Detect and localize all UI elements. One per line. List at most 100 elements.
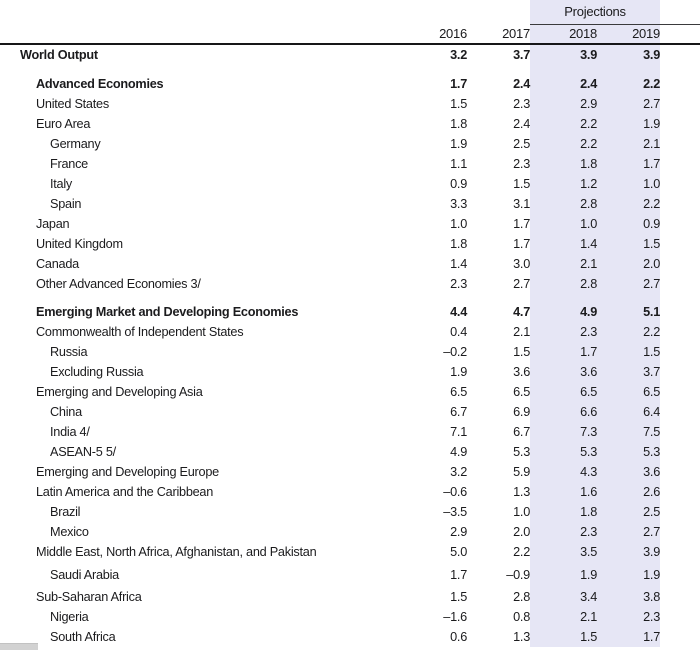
value-2017: 4.7 <box>513 305 530 319</box>
table-row: ASEAN-5 5/ 4.9 5.3 5.3 5.3 <box>0 442 700 462</box>
value-2016: 4.4 <box>450 305 467 319</box>
value-2018: 1.7 <box>530 342 597 362</box>
value-2019: 5.3 <box>597 442 660 462</box>
value-2018: 5.3 <box>530 442 597 462</box>
row-label: Commonwealth of Independent States <box>36 325 244 339</box>
row-label: Emerging and Developing Europe <box>36 465 219 479</box>
projections-label: Projections <box>530 0 660 25</box>
years-header-row: 2016 2017 2018 2019 <box>0 24 700 45</box>
row-filler-cell <box>660 542 700 562</box>
row-label: Brazil <box>50 505 81 519</box>
value-2018: 1.5 <box>530 627 597 647</box>
row-label: Spain <box>50 197 82 211</box>
table-row: Brazil –3.5 1.0 1.8 2.5 <box>0 502 700 522</box>
value-2016: 2.3 <box>450 277 467 291</box>
value-2019: 6.5 <box>597 382 660 402</box>
value-2016: 1.5 <box>450 97 467 111</box>
header-filler-cell <box>660 0 700 25</box>
value-2019: 2.0 <box>597 254 660 274</box>
value-2016: 1.4 <box>450 257 467 271</box>
table-row: Nigeria –1.6 0.8 2.1 2.3 <box>0 607 700 627</box>
value-2016: –1.6 <box>443 610 467 624</box>
value-2019: 6.4 <box>597 402 660 422</box>
row-filler-cell <box>660 522 700 542</box>
value-2019: 1.7 <box>597 627 660 647</box>
value-2016: 0.4 <box>450 325 467 339</box>
value-2018: 2.2 <box>530 114 597 134</box>
table-row: United Kingdom 1.8 1.7 1.4 1.5 <box>0 234 700 254</box>
value-2016: 0.6 <box>450 630 467 644</box>
value-2018: 2.3 <box>530 322 597 342</box>
row-label: Germany <box>50 137 101 151</box>
value-2017: 0.8 <box>513 610 530 624</box>
row-label: Latin America and the Caribbean <box>36 485 214 499</box>
row-label: United States <box>36 97 109 111</box>
group-spacer-row <box>0 294 700 302</box>
value-2017: 1.5 <box>513 177 530 191</box>
value-2019: 1.5 <box>597 234 660 254</box>
value-2019: 1.7 <box>597 154 660 174</box>
value-2016: 1.5 <box>450 590 467 604</box>
value-2018: 2.1 <box>530 607 597 627</box>
row-filler-cell <box>660 402 700 422</box>
value-2018: 2.8 <box>530 194 597 214</box>
group-spacer-row <box>0 64 700 74</box>
header-empty-cell <box>0 24 407 45</box>
value-2018: 6.6 <box>530 402 597 422</box>
row-filler-cell <box>660 134 700 154</box>
value-2019: 2.6 <box>597 482 660 502</box>
value-2016: 1.1 <box>450 157 467 171</box>
value-2019: 7.5 <box>597 422 660 442</box>
value-2016: 1.0 <box>450 217 467 231</box>
value-2018: 1.8 <box>530 154 597 174</box>
value-2016: 6.5 <box>450 385 467 399</box>
header-empty-cell <box>0 0 407 24</box>
value-2019: 1.9 <box>597 114 660 134</box>
table-row: Germany 1.9 2.5 2.2 2.1 <box>0 134 700 154</box>
row-filler-cell <box>660 194 700 214</box>
row-filler-cell <box>660 74 700 94</box>
row-filler-cell <box>660 274 700 294</box>
value-2018: 1.0 <box>530 214 597 234</box>
row-label: United Kingdom <box>36 237 123 251</box>
value-2018: 4.3 <box>530 462 597 482</box>
value-2018: 1.9 <box>530 565 597 585</box>
row-filler-cell <box>660 362 700 382</box>
value-2017: 2.4 <box>513 77 530 91</box>
row-label: South Africa <box>50 630 116 644</box>
table-row: Mexico 2.9 2.0 2.3 2.7 <box>0 522 700 542</box>
value-2018: 1.6 <box>530 482 597 502</box>
year-column-header-2017: 2017 <box>467 24 530 45</box>
table-row: China 6.7 6.9 6.6 6.4 <box>0 402 700 422</box>
value-2017: 2.8 <box>513 590 530 604</box>
value-2018: 2.1 <box>530 254 597 274</box>
row-filler-cell <box>660 114 700 134</box>
row-label: Italy <box>50 177 73 191</box>
value-2017: –0.9 <box>506 568 530 582</box>
table-row: Emerging and Developing Asia 6.5 6.5 6.5… <box>0 382 700 402</box>
table-row: Japan 1.0 1.7 1.0 0.9 <box>0 214 700 234</box>
value-2016: –0.2 <box>443 345 467 359</box>
value-2019: 1.9 <box>597 565 660 585</box>
row-label: Saudi Arabia <box>50 568 119 582</box>
row-label: India 4/ <box>50 425 90 439</box>
value-2017: 6.9 <box>513 405 530 419</box>
row-filler-cell <box>660 502 700 522</box>
value-2018: 3.4 <box>530 587 597 607</box>
value-2019: 3.8 <box>597 587 660 607</box>
header-filler-cell <box>660 24 700 45</box>
table-row: United States 1.5 2.3 2.9 2.7 <box>0 94 700 114</box>
row-filler-cell <box>660 214 700 234</box>
row-filler-cell <box>660 482 700 502</box>
row-label: Excluding Russia <box>50 365 144 379</box>
table-row: Commonwealth of Independent States 0.4 2… <box>0 322 700 342</box>
value-2018: 2.2 <box>530 134 597 154</box>
row-label: Nigeria <box>50 610 89 624</box>
value-2017: 1.7 <box>513 237 530 251</box>
value-2019: 1.5 <box>597 342 660 362</box>
table-row: Sub-Saharan Africa 1.5 2.8 3.4 3.8 <box>0 587 700 607</box>
value-2016: 1.7 <box>450 568 467 582</box>
value-2017: 6.7 <box>513 425 530 439</box>
row-filler-cell <box>660 462 700 482</box>
